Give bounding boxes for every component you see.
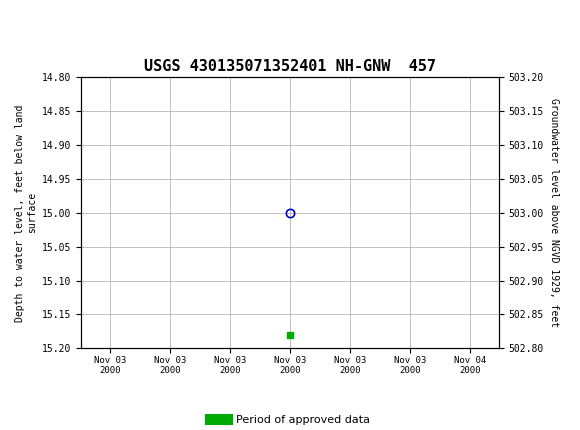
Text: USGS 430135071352401 NH-GNW  457: USGS 430135071352401 NH-GNW 457 (144, 59, 436, 74)
Y-axis label: Groundwater level above NGVD 1929, feet: Groundwater level above NGVD 1929, feet (549, 98, 559, 327)
Text: USGS: USGS (75, 16, 129, 36)
Legend: Period of approved data: Period of approved data (206, 411, 374, 430)
Y-axis label: Depth to water level, feet below land
surface: Depth to water level, feet below land su… (15, 104, 37, 322)
